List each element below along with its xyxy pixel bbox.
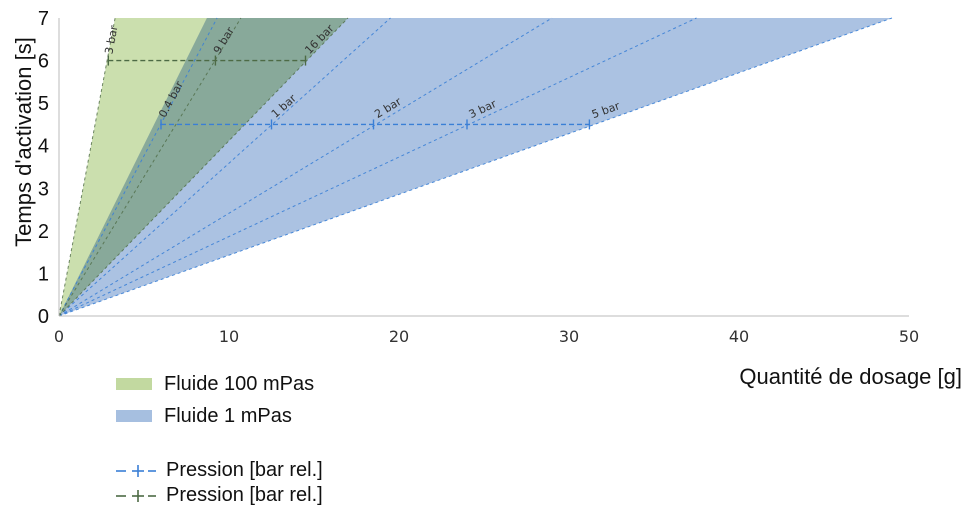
pressure-ray-1-1 (58, 17, 242, 317)
x-tick-label: 40 (729, 327, 749, 346)
y-tick-label: 7 (38, 8, 49, 30)
x-ticks: 0 10 20 30 40 50 (54, 327, 919, 346)
pressure-ray-0-2 (58, 17, 553, 317)
pressure-ray-0-0 (58, 17, 218, 317)
pressure-ray-0-1 (58, 17, 391, 317)
pressure-lines-layer (107, 55, 591, 130)
pressure-ray-1-0 (58, 17, 116, 317)
y-axis-label: Temps d'activation [s] (11, 37, 36, 247)
x-tick-label: 30 (559, 327, 579, 346)
x-axis-label: Quantité de dosage [g] (739, 364, 962, 389)
y-ticks: 0 1 2 3 4 5 6 7 (38, 8, 49, 328)
x-tick-label: 50 (899, 327, 919, 346)
y-tick-label: 3 (38, 178, 49, 200)
axes-layer (58, 18, 909, 317)
y-tick-label: 1 (38, 263, 49, 285)
y-tick-label: 6 (38, 51, 49, 73)
x-tick-label: 0 (54, 327, 64, 346)
x-tick-label: 20 (389, 327, 409, 346)
y-tick-label: 0 (38, 306, 49, 328)
y-tick-label: 4 (38, 136, 49, 158)
y-tick-label: 5 (38, 93, 49, 115)
y-tick-label: 2 (38, 221, 49, 243)
ray-label-1-0: 3 bar (102, 24, 120, 55)
x-tick-label: 10 (219, 327, 239, 346)
pressure-rays-layer (58, 17, 893, 317)
